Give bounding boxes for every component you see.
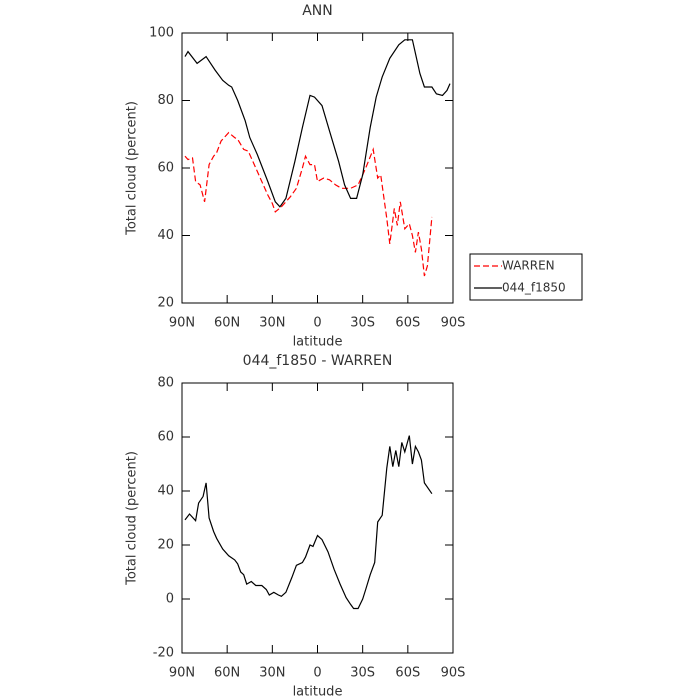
x-tick-label: 0 — [313, 316, 321, 331]
chart-title: 044_f1850 - WARREN — [243, 353, 393, 369]
legend-label: 044_f1850 — [502, 281, 566, 295]
y-axis-label: Total cloud (percent) — [125, 451, 140, 586]
x-tick-label: 30N — [259, 316, 285, 331]
legend-box — [469, 253, 583, 301]
x-tick-label: 90S — [441, 666, 466, 681]
y-tick-label: 60 — [157, 430, 174, 445]
y-tick-label: 40 — [157, 228, 174, 243]
data-line — [184, 435, 433, 610]
x-tick-label: 90N — [169, 316, 195, 331]
y-tick-label: 100 — [149, 26, 174, 41]
y-tick-label: 20 — [157, 538, 174, 553]
x-tick-label: 90S — [441, 316, 466, 331]
x-tick-label: 90N — [169, 666, 195, 681]
data-line — [184, 131, 433, 277]
chart-title: ANN — [302, 3, 333, 19]
x-tick-label: 0 — [313, 666, 321, 681]
y-tick-label: 20 — [157, 296, 174, 311]
x-tick-label: 60S — [395, 666, 420, 681]
y-tick-label: 80 — [157, 376, 174, 391]
x-tick-label: 30N — [259, 666, 285, 681]
plot-frame — [181, 382, 454, 654]
x-tick-label: 30S — [350, 316, 375, 331]
x-axis-label: latitude — [293, 335, 343, 350]
legend-label: WARREN — [502, 259, 555, 273]
y-tick-label: 40 — [157, 484, 174, 499]
x-tick-label: 60N — [214, 316, 240, 331]
y-axis-label: Total cloud (percent) — [125, 101, 140, 236]
y-tick-label: 60 — [157, 161, 174, 176]
plot-frame — [181, 32, 454, 304]
data-line — [184, 39, 451, 208]
x-tick-label: 60N — [214, 666, 240, 681]
x-axis-label: latitude — [293, 685, 343, 700]
x-tick-label: 30S — [350, 666, 375, 681]
y-tick-label: 0 — [166, 592, 174, 607]
y-tick-label: 80 — [157, 93, 174, 108]
x-tick-label: 60S — [395, 316, 420, 331]
y-tick-label: -20 — [153, 646, 174, 661]
